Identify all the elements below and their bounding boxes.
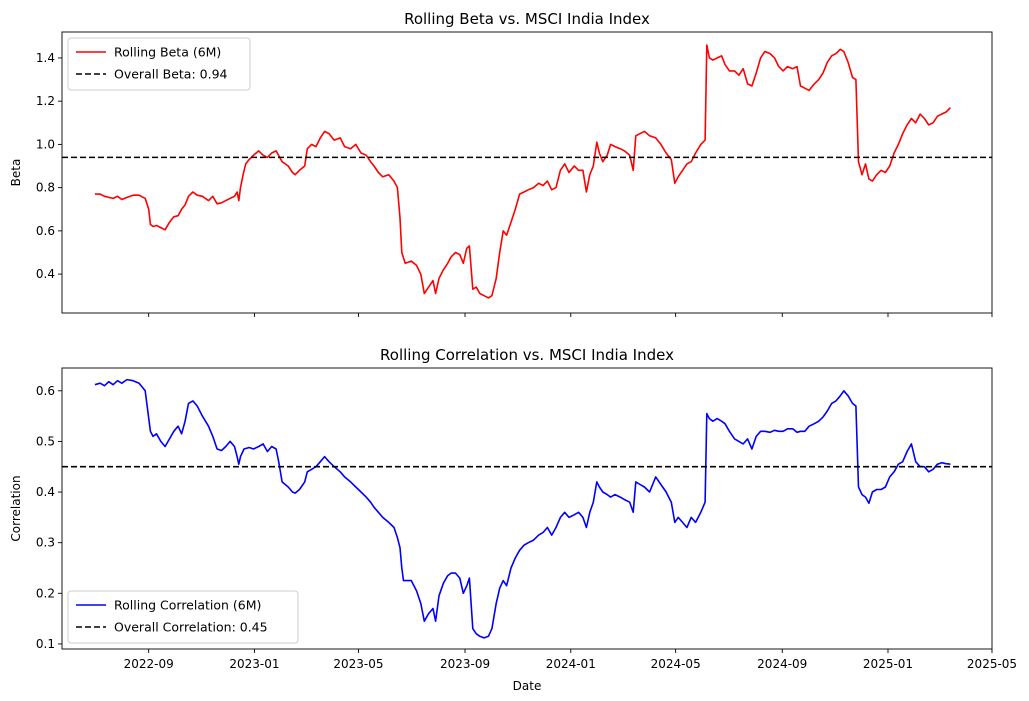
beta-y-axis-label: Beta [9,159,23,187]
correlation-x-tick-label: 2024-05 [651,657,701,671]
beta-y-tick-label: 0.8 [36,181,55,195]
beta-y-tick-label: 0.6 [36,224,55,238]
correlation-legend: Rolling Correlation (6M) Overall Correlat… [67,590,299,644]
correlation-legend-box [67,590,299,644]
correlation-x-tick-label: 2023-09 [440,657,490,671]
correlation-x-axis-label: Date [513,679,542,693]
correlation-y-tick-label: 0.1 [36,637,55,651]
correlation-x-tick-label: 2025-01 [863,657,913,671]
correlation-y-tick-label: 0.6 [36,384,55,398]
correlation-axes-frame [61,367,993,650]
beta-panel: 0.4 0.6 0.8 1.0 1.2 1.4 Rolling Beta vs. MSCI … [9,10,993,317]
correlation-legend-label: Rolling Correlation (6M) [114,598,261,613]
beta-legend-box [67,37,251,91]
beta-y-tick-label: 0.4 [36,267,55,281]
correlation-y-tick-label: 0.5 [36,434,55,448]
correlation-x-tick-label: 2024-01 [546,657,596,671]
correlation-rolling-line [94,378,951,639]
beta-y-tick-label: 1.0 [36,137,55,151]
correlation-chart-title: Rolling Correlation vs. MSCI India Index [380,346,674,364]
correlation-x-tick-label: 2025-05 [967,657,1017,671]
correlation-y-tick-label: 0.3 [36,536,55,550]
correlation-y-axis-label: Correlation [9,475,23,541]
beta-y-tick-label: 1.4 [36,51,55,65]
beta-axes-frame [61,31,993,314]
beta-legend-label: Overall Beta: 0.94 [114,67,228,82]
correlation-y-tick-label: 0.4 [36,485,55,499]
correlation-x-tick-label: 2023-05 [333,657,383,671]
correlation-x-tick-label: 2024-09 [757,657,807,671]
beta-chart-title: Rolling Beta vs. MSCI India Index [404,10,650,28]
correlation-x-tick-label: 2022-09 [124,657,174,671]
beta-rolling-line [94,44,951,299]
correlation-legend-label: Overall Correlation: 0.45 [114,620,268,635]
correlation-x-tick-label: 2023-01 [229,657,279,671]
beta-legend: Rolling Beta (6M) Overall Beta: 0.94 [67,37,251,91]
correlation-panel: 0.1 0.2 0.3 0.4 0.5 0.6 2022-09 2023-01 2023-05 2… [9,346,1017,693]
beta-y-tick-label: 1.2 [36,94,55,108]
beta-legend-label: Rolling Beta (6M) [114,45,221,60]
correlation-y-tick-label: 0.2 [36,586,55,600]
